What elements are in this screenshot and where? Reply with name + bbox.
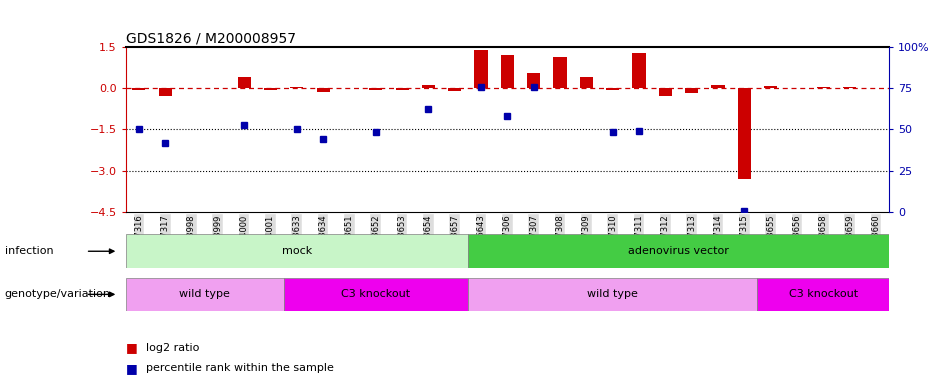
Text: genotype/variation: genotype/variation [5,290,111,299]
Bar [126,234,468,268]
Bar [606,88,619,90]
Bar [284,278,468,311]
Bar [370,88,383,90]
Bar [396,88,409,90]
Text: percentile rank within the sample: percentile rank within the sample [146,363,334,373]
Bar [580,76,593,88]
Bar [816,87,830,88]
Text: log2 ratio: log2 ratio [146,343,199,353]
Text: infection: infection [5,246,53,256]
Bar [158,88,171,96]
Bar [764,86,777,88]
Bar [475,50,488,88]
Bar [632,53,645,88]
Bar [659,88,672,96]
Bar [843,87,857,88]
Bar [468,278,758,311]
Text: C3 knockout: C3 knockout [789,290,857,299]
Bar [290,87,304,88]
Text: adenovirus vector: adenovirus vector [628,246,729,256]
Bar [448,88,462,92]
Bar [758,278,889,311]
Bar [737,88,751,179]
Text: GDS1826 / M200008957: GDS1826 / M200008957 [126,32,296,46]
Text: ■: ■ [126,342,138,354]
Text: ■: ■ [126,362,138,375]
Text: wild type: wild type [587,290,638,299]
Text: mock: mock [282,246,312,256]
Bar [126,278,284,311]
Bar [263,88,277,90]
Text: wild type: wild type [180,290,230,299]
Bar [527,73,540,88]
Bar [553,57,567,88]
Bar [468,234,889,268]
Bar [317,88,330,92]
Bar [711,85,724,88]
Bar [501,55,514,88]
Text: C3 knockout: C3 knockout [341,290,411,299]
Bar [422,85,435,88]
Bar [132,88,145,90]
Bar [237,76,250,88]
Bar [685,88,698,93]
